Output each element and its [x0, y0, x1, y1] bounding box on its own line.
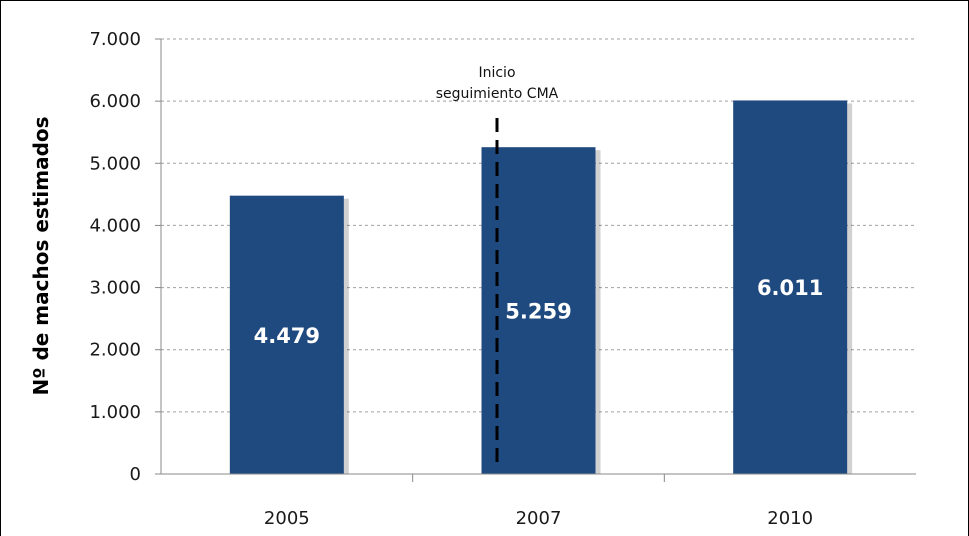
y-tick-label: 0 [130, 464, 141, 485]
data-label: 6.011 [757, 276, 823, 300]
data-label: 5.259 [505, 300, 571, 324]
bars [229, 100, 853, 474]
bar-2005 [229, 195, 344, 474]
bar-2010 [733, 100, 848, 474]
y-tick-label: 5.000 [89, 153, 141, 174]
y-tick-label: 7.000 [89, 29, 141, 50]
x-tick-label: 2010 [767, 508, 813, 529]
y-axis-label: Nº de machos estimados [29, 116, 53, 395]
data-label: 4.479 [254, 324, 320, 348]
axes: 0 1.000 2.000 3.000 4.000 5.000 6.000 7.000 2005… [89, 29, 916, 529]
y-tick-label: 4.000 [89, 215, 141, 236]
x-tick-label: 2007 [516, 508, 562, 529]
y-tick-label: 3.000 [89, 278, 141, 299]
y-tick-label: 1.000 [89, 402, 141, 423]
bar-2007 [481, 147, 596, 474]
annotation-text: seguimiento CMA [436, 86, 559, 102]
annotation-text: Inicio [478, 65, 515, 81]
y-tick-label: 6.000 [89, 91, 141, 112]
annotation: Inicio seguimiento CMA [436, 65, 559, 469]
data-labels: 4.479 5.259 6.011 [254, 276, 824, 348]
y-tick-label: 2.000 [89, 340, 141, 361]
x-tick-label: 2005 [264, 508, 310, 529]
